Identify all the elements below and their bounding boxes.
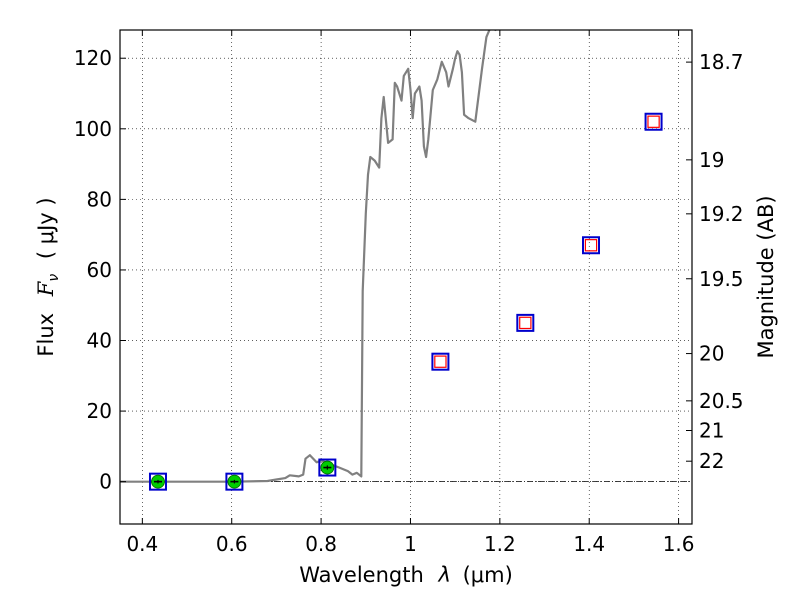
x-tick-label: 1.6: [663, 532, 695, 556]
y-tick-label: 0: [99, 470, 112, 494]
model-flux-marker: [582, 236, 601, 255]
magnitude-tick-label: 20: [699, 342, 724, 366]
y-tick-label: 40: [87, 329, 112, 353]
model-flux-marker: [318, 458, 337, 477]
magnitude-tick-label: 21: [699, 418, 724, 442]
magnitude-tick-label: 22: [699, 449, 724, 473]
x-tick-label: 1.4: [573, 532, 605, 556]
plot-area: [120, 30, 663, 491]
x-tick-label: 0.8: [305, 532, 337, 556]
magnitude-axis-label: Magnitude (AB): [754, 195, 778, 358]
x-tick-label: 1: [404, 532, 417, 556]
magnitude-tick-label: 19: [699, 148, 724, 172]
y-axis-label-symbol: F: [34, 280, 58, 297]
x-axis-label-symbol: λ: [437, 563, 450, 587]
x-tick-label: 0.4: [126, 532, 158, 556]
y-axis-label-subscript: ν: [46, 274, 62, 282]
y-axis-label: Flux Fν ( μJy ): [34, 197, 63, 356]
x-tick-label: 1.2: [484, 532, 516, 556]
x-axis-label: Wavelength λ (μm): [299, 563, 513, 587]
magnitude-tick-label: 19.5: [699, 267, 744, 291]
x-axis-label-text: Wavelength: [299, 563, 424, 587]
model-flux-marker: [644, 112, 663, 131]
y-tick-label: 100: [74, 117, 112, 141]
y-axis-label-text: Flux: [34, 313, 58, 357]
y-tick-label: 20: [87, 399, 112, 423]
plot-frame: [119, 29, 693, 525]
upper-limit-marker: [647, 115, 660, 128]
magnitude-tick-label: 18.7: [699, 50, 744, 74]
magnitude-tick-label: 19.2: [699, 202, 744, 226]
upper-limit-marker: [584, 239, 598, 252]
magnitude-tick-label: 20.5: [699, 389, 744, 413]
model-flux-marker: [225, 472, 244, 491]
upper-limit-marker: [519, 316, 532, 330]
model-flux-marker: [148, 472, 167, 491]
model-flux-marker: [431, 352, 450, 371]
ticks: 0.4 0.6 0.8 1 1.2 1.4 1.6 0 20 40 60 80 100 120 18.7 19…: [74, 30, 744, 556]
y-axis-label-unit: ( μJy ): [34, 197, 58, 259]
grid: [120, 30, 692, 524]
x-tick-label: 0.6: [216, 532, 248, 556]
y-tick-label: 120: [74, 46, 112, 70]
upper-limit-marker: [434, 355, 447, 368]
template-spectrum-line: [120, 30, 514, 483]
x-axis-label-unit: (μm): [463, 563, 513, 587]
y-tick-label: 60: [87, 258, 112, 282]
y-tick-label: 80: [87, 187, 112, 211]
model-flux-marker: [516, 313, 535, 332]
